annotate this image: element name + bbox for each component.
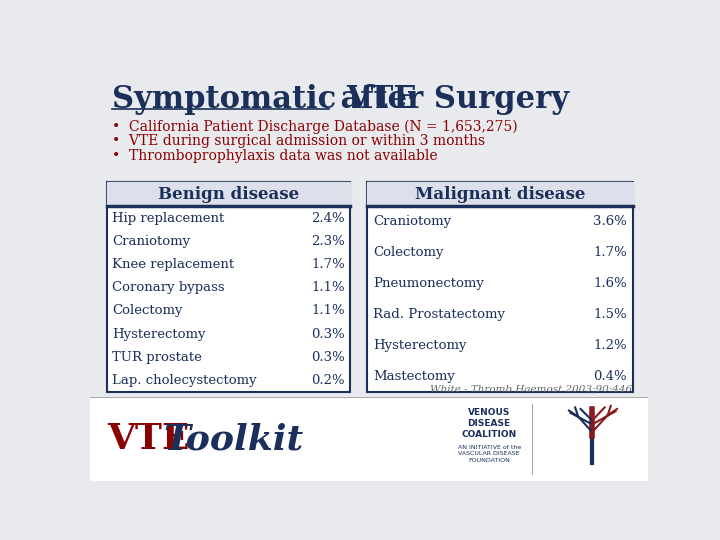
Text: 0.3%: 0.3% bbox=[311, 351, 345, 364]
Text: 1.7%: 1.7% bbox=[311, 258, 345, 271]
Text: Rad. Prostatectomy: Rad. Prostatectomy bbox=[373, 308, 505, 321]
Text: 0.4%: 0.4% bbox=[593, 370, 627, 383]
Text: Pneumonectomy: Pneumonectomy bbox=[373, 278, 484, 291]
Text: AN INITIATIVE of the
VASCULAR DISEASE
FOUNDATION: AN INITIATIVE of the VASCULAR DISEASE FO… bbox=[457, 445, 521, 463]
Text: 1.1%: 1.1% bbox=[311, 305, 345, 318]
Text: Symptomatic VTE: Symptomatic VTE bbox=[112, 84, 416, 115]
Text: Colectomy: Colectomy bbox=[112, 305, 183, 318]
Text: Coronary bypass: Coronary bypass bbox=[112, 281, 225, 294]
Text: 1.5%: 1.5% bbox=[593, 308, 627, 321]
Text: •  California Patient Discharge Database (N = 1,653,275): • California Patient Discharge Database … bbox=[112, 119, 518, 133]
Text: Hysterectomy: Hysterectomy bbox=[373, 339, 467, 352]
Text: VENOUS
DISEASE
COALITION: VENOUS DISEASE COALITION bbox=[462, 408, 517, 440]
Text: White - Thromb Haemost 2003;90:446: White - Thromb Haemost 2003;90:446 bbox=[431, 384, 632, 394]
Text: 1.6%: 1.6% bbox=[593, 278, 627, 291]
Text: Lap. cholecystectomy: Lap. cholecystectomy bbox=[112, 374, 257, 387]
Text: •  Thromboprophylaxis data was not available: • Thromboprophylaxis data was not availa… bbox=[112, 148, 437, 163]
Text: Colectomy: Colectomy bbox=[373, 246, 444, 259]
Text: Craniotomy: Craniotomy bbox=[112, 235, 191, 248]
Text: 2.3%: 2.3% bbox=[311, 235, 345, 248]
Text: TUR prostate: TUR prostate bbox=[112, 351, 202, 364]
Text: Hip replacement: Hip replacement bbox=[112, 212, 225, 225]
Text: after Surgery: after Surgery bbox=[330, 84, 570, 115]
Text: Toolkit: Toolkit bbox=[163, 422, 304, 456]
Text: Mastectomy: Mastectomy bbox=[373, 370, 455, 383]
Text: VTE: VTE bbox=[107, 422, 189, 456]
Text: Malignant disease: Malignant disease bbox=[415, 186, 585, 202]
Text: 1.2%: 1.2% bbox=[593, 339, 627, 352]
Text: 1.7%: 1.7% bbox=[593, 246, 627, 259]
Bar bbox=[367, 182, 632, 206]
Text: 3.6%: 3.6% bbox=[593, 215, 627, 228]
Text: 0.3%: 0.3% bbox=[311, 328, 345, 341]
Bar bbox=[90, 397, 648, 481]
Text: Benign disease: Benign disease bbox=[158, 186, 300, 202]
Text: Knee replacement: Knee replacement bbox=[112, 258, 235, 271]
Bar bbox=[107, 182, 351, 392]
Text: Craniotomy: Craniotomy bbox=[373, 215, 451, 228]
Bar bbox=[367, 182, 632, 392]
Text: •  VTE during surgical admission or within 3 months: • VTE during surgical admission or withi… bbox=[112, 134, 485, 148]
Text: 2.4%: 2.4% bbox=[311, 212, 345, 225]
Bar bbox=[107, 182, 351, 206]
Text: 1.1%: 1.1% bbox=[311, 281, 345, 294]
Text: Hysterectomy: Hysterectomy bbox=[112, 328, 206, 341]
Text: 0.2%: 0.2% bbox=[311, 374, 345, 387]
